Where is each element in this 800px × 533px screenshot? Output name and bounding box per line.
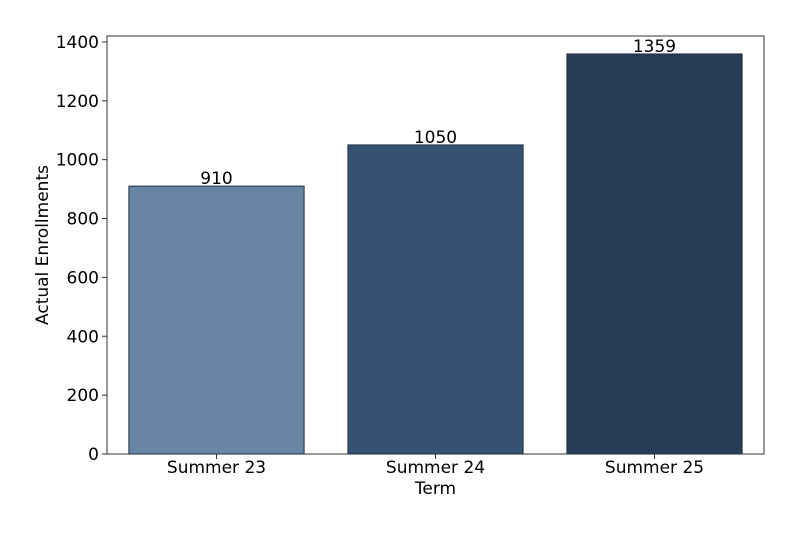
y-tick-label-4: 600 <box>67 268 99 288</box>
y-axis: 0 200 400 600 800 1000 1200 1400 <box>56 33 107 465</box>
y-tick-label-2: 200 <box>67 386 99 406</box>
x-tick-label-1: Summer 23 <box>167 458 266 478</box>
y-axis-title: Actual Enrollments <box>33 165 53 325</box>
x-axis: Summer 23 Summer 24 Summer 25 <box>167 454 704 478</box>
y-tick-label-5: 800 <box>67 210 99 230</box>
y-tick-label-3: 400 <box>67 327 99 347</box>
bar-3 <box>566 53 743 455</box>
data-label-1: 910 <box>200 169 232 189</box>
y-tick-label-1: 0 <box>88 445 99 465</box>
y-tick-label-6: 1000 <box>56 151 99 171</box>
x-axis-title: Term <box>414 479 456 499</box>
data-label-group: 910 1050 1359 <box>200 37 676 189</box>
y-tick-label-7: 1200 <box>56 92 99 112</box>
data-label-3: 1359 <box>633 37 676 57</box>
x-tick-label-3: Summer 25 <box>605 458 704 478</box>
bar-1 <box>128 185 305 455</box>
bar-2 <box>347 144 524 455</box>
x-tick-label-2: Summer 24 <box>386 458 485 478</box>
bar-group <box>128 53 743 455</box>
data-label-2: 1050 <box>414 128 457 148</box>
y-tick-label-8: 1400 <box>56 33 99 53</box>
